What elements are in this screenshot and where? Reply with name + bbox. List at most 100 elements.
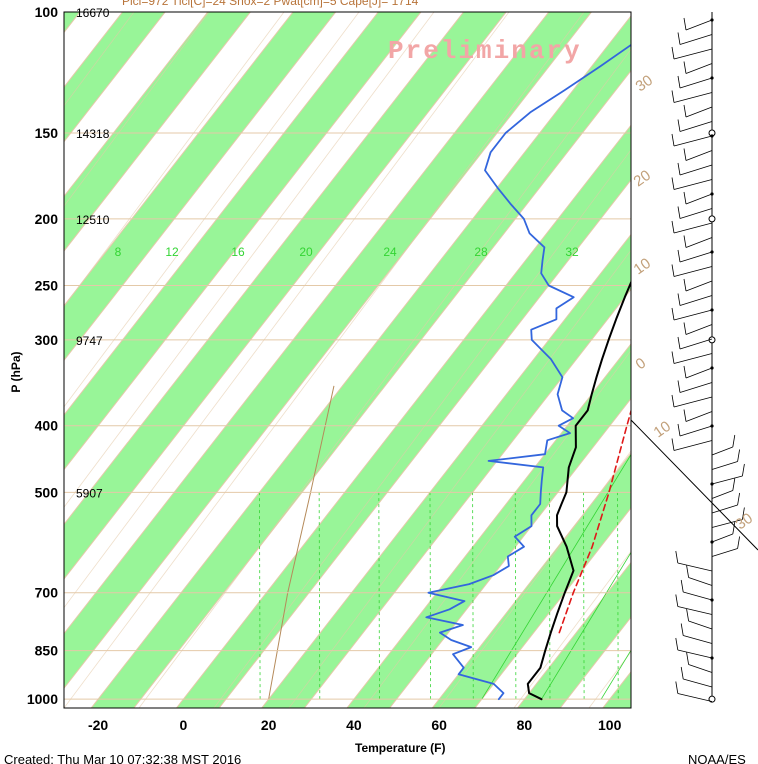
mixing-ratio-label: 12	[165, 245, 179, 259]
mixing-ratio-line	[429, 492, 432, 700]
pressure-grid	[64, 11, 631, 700]
height-label: 14318	[76, 127, 110, 141]
height-label: 12510	[76, 213, 110, 227]
wind-barb	[685, 106, 713, 118]
wind-level-dot	[710, 598, 714, 602]
wind-barb-feather	[680, 623, 684, 636]
wind-barb-feather	[683, 191, 687, 205]
wind-barb	[679, 251, 713, 263]
wind-barb	[679, 382, 713, 393]
wind-barb-feather	[671, 394, 675, 408]
isotherm-line	[64, 12, 465, 526]
y-tick-label: 150	[35, 125, 59, 141]
wind-barb	[685, 280, 713, 292]
mixing-ratio-line	[472, 492, 474, 700]
x-axis-ticks: -20 0 20 40 60 80 100	[88, 717, 622, 733]
wind-barb	[711, 504, 738, 514]
wind-barb	[685, 193, 713, 205]
wind-barb-feather	[737, 536, 740, 549]
isotherm-line	[64, 12, 252, 252]
moist-adiabat-line	[268, 385, 335, 700]
adiabat-line	[64, 12, 435, 508]
wind-barb	[711, 519, 743, 528]
wind-barb	[685, 411, 713, 422]
y-tick-label: 250	[35, 277, 59, 293]
wind-barb	[677, 649, 713, 659]
adiabat-line	[438, 450, 631, 708]
wind-barb	[673, 440, 713, 451]
wind-barb	[711, 446, 733, 456]
wind-barb	[688, 664, 713, 673]
adiabat-line	[288, 249, 631, 708]
wind-barb-feather	[677, 380, 681, 393]
wind-barb	[673, 179, 713, 190]
wind-calm-marker	[708, 695, 716, 703]
wind-barb	[679, 295, 713, 306]
mixing-ratio-line	[514, 492, 517, 700]
y-tick-label: 100	[35, 4, 59, 20]
wind-barb-feather	[683, 278, 687, 292]
wind-barb	[677, 606, 713, 615]
wind-barb	[679, 164, 713, 176]
adiabat-line	[64, 12, 210, 207]
isotherm-line	[64, 12, 209, 198]
wind-barb-feather	[686, 608, 689, 622]
wind-barb	[673, 353, 713, 364]
wind-barb-feather	[677, 162, 681, 176]
isotherm-line	[0, 0, 47, 728]
mixing-ratio-lines	[259, 453, 631, 700]
wind-barb	[711, 533, 733, 543]
x-tick-label: 100	[598, 717, 622, 733]
wind-barb-feather	[732, 478, 736, 491]
isotherm-line	[64, 12, 593, 690]
mixing-ratio-label: 8	[115, 245, 122, 259]
x-tick-label: 0	[179, 717, 187, 733]
isotherm-line	[673, 0, 758, 728]
wind-barb	[711, 475, 743, 485]
wind-barb-feather	[683, 322, 687, 335]
isotherm-line	[346, 343, 631, 708]
y-axis-ticks: 100 150 200 250 300 400 500 700 850 1000	[27, 4, 58, 707]
isotherm-line	[64, 12, 422, 471]
isotherm-label: 30	[633, 72, 656, 95]
mixing-ratio-labels: 8 12 16 20 24 28 32	[115, 245, 579, 259]
mixing-ratio-label: 20	[299, 245, 313, 259]
isotherm-line	[64, 12, 337, 362]
isotherm-label: 10	[631, 255, 654, 278]
mixing-ratio-label: 24	[383, 245, 397, 259]
wind-barb-feather	[675, 550, 679, 564]
wind-level-dot	[710, 482, 714, 486]
x-tick-label: 80	[517, 717, 533, 733]
wind-barb	[683, 678, 713, 688]
wind-barb-feather	[683, 148, 687, 161]
wind-barb-feather	[671, 307, 675, 321]
wind-level-dot	[710, 366, 714, 370]
isotherm-line	[64, 12, 124, 88]
isotherm-line	[630, 0, 758, 728]
wind-barb	[673, 396, 713, 408]
wind-barb	[711, 461, 738, 470]
mixing-ratio-label: 32	[565, 245, 579, 259]
isotherm-line	[218, 179, 631, 708]
wind-barb	[685, 237, 713, 248]
wind-barb-feather	[683, 104, 687, 118]
wind-barb	[688, 577, 713, 586]
mixing-ratio-line	[259, 492, 261, 700]
wind-barb-feather	[732, 521, 736, 535]
mixing-ratio-line	[541, 551, 631, 700]
wind-barb	[677, 562, 713, 572]
wind-barb-feather	[671, 90, 675, 103]
x-axis-label: Temperature (F)	[355, 741, 445, 755]
y-tick-label: 500	[35, 484, 59, 500]
wind-level-dot	[710, 134, 714, 138]
adiabat-line	[138, 48, 631, 708]
adiabat-line	[739, 12, 758, 708]
wind-barb	[673, 309, 713, 321]
wind-calm-marker	[708, 215, 716, 223]
adiabat-line	[664, 12, 758, 708]
x-tick-label: 20	[261, 717, 277, 733]
adiabat-line	[513, 550, 631, 708]
adiabat-line	[64, 12, 510, 609]
wind-barb-feather	[732, 434, 736, 448]
wind-barb-feather	[683, 365, 687, 379]
